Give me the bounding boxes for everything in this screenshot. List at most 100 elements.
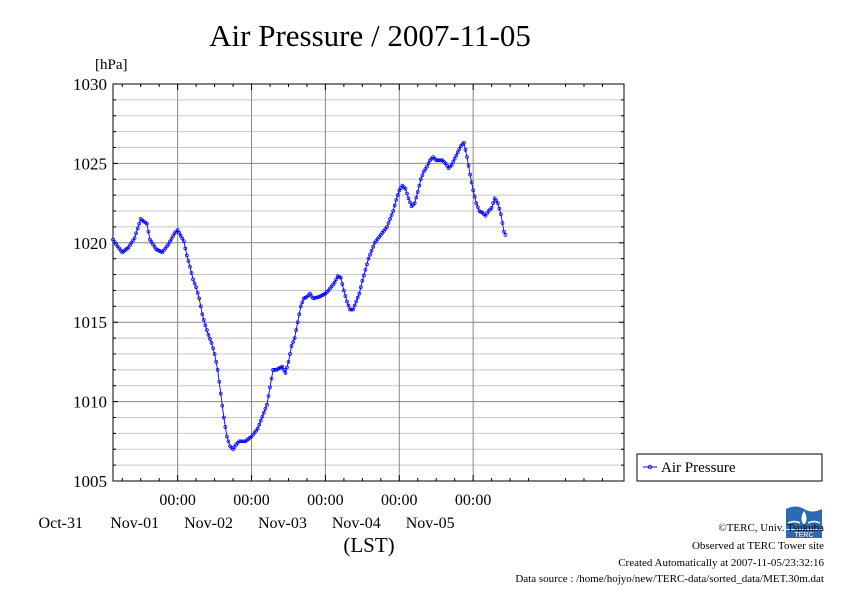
data-point [466, 163, 471, 168]
data-point [295, 320, 300, 325]
data-point [209, 340, 214, 345]
x-axis-label: (LST) [343, 533, 394, 557]
data-point [475, 205, 480, 209]
credit-source: Data source : /home/hojyo/new/TERC-data/… [515, 573, 824, 585]
logo-text: TERC [794, 532, 813, 539]
y-axis-unit: [hPa] [95, 57, 128, 73]
data-point [342, 288, 346, 293]
data-point [463, 148, 468, 152]
data-point [171, 234, 175, 238]
data-point [285, 365, 289, 370]
data-point [225, 434, 229, 439]
data-point [415, 190, 420, 194]
data-point [180, 236, 185, 241]
data-point [438, 158, 443, 163]
data-point [132, 236, 137, 240]
data-point [300, 300, 305, 305]
data-point [454, 153, 459, 158]
data-point [315, 295, 320, 300]
data-point [195, 290, 200, 295]
data-point [203, 323, 208, 328]
data-point [291, 340, 295, 344]
data-point [368, 252, 372, 257]
data-point [425, 164, 429, 169]
data-point [338, 275, 343, 280]
x-tick-date: Nov-03 [258, 515, 307, 532]
data-point [449, 163, 454, 167]
data-point [223, 425, 228, 429]
data-point [198, 304, 203, 309]
data-point [352, 303, 357, 308]
data-point [178, 233, 183, 238]
data-point [340, 282, 345, 286]
data-point [491, 201, 496, 205]
data-point [394, 198, 399, 202]
data-point [217, 379, 222, 384]
data-point [137, 221, 142, 226]
x-tick-date: Nov-05 [406, 515, 455, 532]
data-point [351, 307, 355, 312]
x-tick-date: Nov-04 [332, 515, 381, 532]
data-point [220, 403, 225, 408]
data-point [386, 221, 391, 225]
y-tick-label: 1005 [73, 472, 107, 491]
data-point [260, 414, 265, 419]
data-point [502, 229, 506, 234]
data-point [298, 304, 303, 309]
data-point [371, 244, 375, 249]
data-point [269, 376, 274, 381]
x-tick-time: 00:00 [455, 492, 491, 509]
x-tick-date-previous: Oct-31 [39, 515, 83, 532]
data-point [366, 256, 371, 261]
data-point [391, 209, 395, 213]
data-point [489, 206, 494, 210]
data-point [183, 246, 188, 251]
legend-box [636, 453, 823, 482]
data-point [457, 147, 462, 151]
data-point [208, 337, 212, 341]
y-tick-label: 1020 [73, 234, 107, 253]
data-point [218, 391, 223, 396]
x-axis: 00:00Nov-0100:00Nov-0200:00Nov-0300:00No… [39, 84, 603, 532]
y-tick-label: 1030 [73, 75, 107, 94]
data-point [355, 295, 360, 300]
data-point [286, 360, 291, 364]
data-point [191, 277, 195, 282]
data-point [266, 394, 271, 398]
x-tick-date: Nov-01 [110, 515, 159, 532]
data-point [412, 201, 417, 205]
data-point [177, 231, 182, 235]
legend: Air Pressure [636, 453, 823, 482]
data-point [495, 201, 500, 205]
data-point [455, 150, 460, 155]
y-tick-label: 1015 [73, 313, 107, 332]
data-point [349, 307, 354, 312]
data-point [471, 188, 476, 193]
data-point [197, 296, 202, 301]
credit-created: Created Automatically at 2007-11-05/23:3… [618, 557, 824, 569]
x-tick-date: Nov-02 [184, 515, 233, 532]
data-point [334, 277, 339, 282]
data-point [408, 200, 412, 205]
chart-title: Air Pressure / 2007-11-05 [209, 18, 531, 53]
data-point [194, 285, 198, 290]
data-point [420, 173, 425, 178]
data-point [166, 242, 171, 247]
series-air-pressure [111, 140, 508, 452]
data-point [255, 426, 260, 431]
data-point [503, 233, 508, 237]
data-point [388, 217, 392, 221]
data-point [297, 312, 302, 317]
data-point [395, 193, 400, 198]
data-point [462, 140, 466, 145]
data-point [345, 299, 349, 304]
x-tick-time: 00:00 [233, 492, 269, 509]
series-line [112, 141, 506, 450]
y-tick-label: 1010 [73, 393, 107, 412]
data-point [189, 271, 194, 275]
data-point [200, 312, 205, 317]
data-point [354, 299, 359, 304]
data-point [365, 262, 369, 267]
data-point [169, 236, 174, 241]
